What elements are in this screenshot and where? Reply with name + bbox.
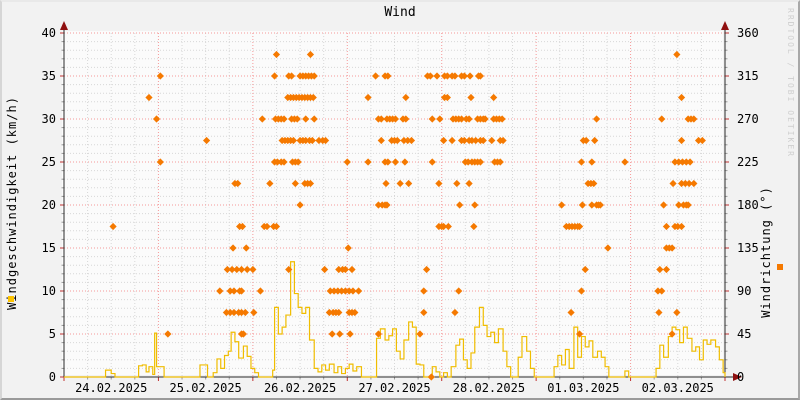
svg-text:180: 180 (737, 198, 759, 212)
speed-line-series (64, 261, 726, 378)
svg-text:10: 10 (42, 284, 56, 298)
svg-text:90: 90 (737, 284, 751, 298)
svg-text:24.02.2025: 24.02.2025 (75, 381, 147, 395)
svg-text:45: 45 (737, 327, 751, 341)
svg-text:25: 25 (42, 155, 56, 169)
chart-title: Wind (384, 5, 416, 20)
svg-text:225: 225 (737, 155, 759, 169)
svg-text:0: 0 (49, 370, 56, 384)
svg-text:35: 35 (42, 69, 56, 83)
svg-text:28.02.2025: 28.02.2025 (453, 381, 525, 395)
svg-text:26.02.2025: 26.02.2025 (264, 381, 336, 395)
svg-text:02.03.2025: 02.03.2025 (642, 381, 714, 395)
svg-text:01.03.2025: 01.03.2025 (547, 381, 619, 395)
svg-text:5: 5 (49, 327, 56, 341)
svg-text:270: 270 (737, 112, 759, 126)
svg-text:25.02.2025: 25.02.2025 (170, 381, 242, 395)
svg-text:40: 40 (42, 26, 56, 40)
rrdtool-watermark: RRDTOOL / TOBI OETIKER (786, 8, 795, 158)
speed-legend-marker-icon (8, 296, 14, 302)
svg-text:135: 135 (737, 241, 759, 255)
svg-text:0: 0 (737, 370, 744, 384)
svg-text:15: 15 (42, 241, 56, 255)
svg-text:315: 315 (737, 69, 759, 83)
svg-text:20: 20 (42, 198, 56, 212)
plot-background (62, 31, 723, 375)
direction-scatter-series (109, 50, 706, 381)
axis-tick-labels: 0 5 10 15 20 25 30 35 40 0 45 90 135 180 225 270 315 360 2… (42, 26, 759, 395)
svg-text:360: 360 (737, 26, 759, 40)
direction-legend-marker-icon (777, 264, 783, 270)
svg-text:30: 30 (42, 112, 56, 126)
svg-text:27.02.2025: 27.02.2025 (358, 381, 430, 395)
